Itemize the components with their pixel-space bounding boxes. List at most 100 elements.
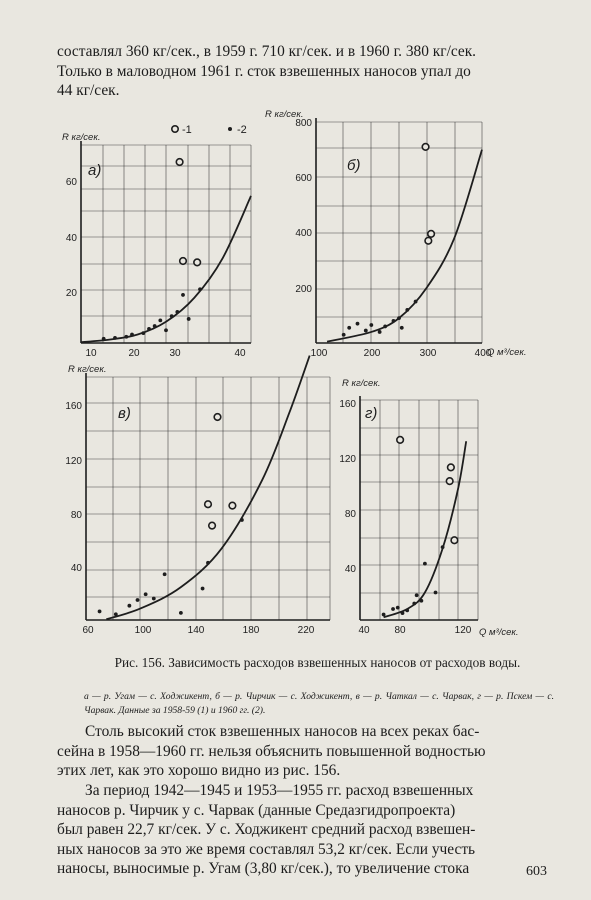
data-point-filled	[175, 309, 180, 314]
chart-panel: 60 100 140 180 220 40 80 120 160 R кг/сек. в)	[65, 355, 331, 636]
figure-caption: Рис. 156. Зависимость расходов взвешенны…	[114, 655, 521, 670]
paragraph-1: Столь высокий сток взвешенных наносов на…	[57, 722, 554, 781]
y-axis-label: R кг/сек.	[342, 378, 380, 389]
data-point-filled	[162, 572, 167, 577]
x-tick-label: 40	[358, 625, 370, 636]
data-point-filled	[413, 299, 418, 304]
data-point-open	[207, 521, 217, 530]
panel-label: б)	[347, 157, 360, 174]
data-point-filled	[113, 612, 118, 617]
y-tick-label: 80	[71, 510, 83, 521]
y-tick-label: 160	[65, 401, 82, 412]
data-point-open	[203, 500, 213, 509]
fitted-curve	[383, 441, 468, 619]
data-point-filled	[369, 323, 374, 327]
y-tick-label: 120	[339, 454, 356, 465]
data-point-filled	[363, 328, 368, 333]
y-axis-label: R кг/сек.	[265, 109, 303, 120]
data-point-filled	[169, 314, 174, 319]
figure-legend-text: а — р. Угам — с. Ходжикент, б — р. Чирчи…	[84, 691, 554, 716]
panel-label: в)	[118, 405, 131, 422]
data-point-filled	[152, 324, 157, 328]
data-point-filled	[147, 326, 151, 331]
text-line: наносы, выносимые р. Угам (3,80 кг/сек.)…	[57, 860, 470, 878]
data-point-filled	[198, 287, 202, 292]
x-tick-label: 20	[128, 348, 140, 359]
x-axis-label: Q м³/сек.	[487, 347, 527, 358]
text-line: За период 1942—1945 и 1953—1955 гг. расх…	[85, 782, 474, 799]
fitted-curve	[80, 195, 252, 344]
x-tick-label: 30	[169, 348, 181, 359]
text-line: ных наносов за это же время составлял 53…	[57, 840, 476, 858]
data-point-open	[446, 463, 455, 472]
legend: -1 -2	[171, 124, 247, 136]
x-tick-label: 120	[455, 625, 472, 636]
data-point-filled	[414, 593, 419, 598]
x-tick-label: 140	[188, 625, 205, 636]
data-point-filled	[124, 334, 129, 339]
data-point-open	[193, 258, 202, 267]
top-paragraph: составлял 360 кг/сек., в 1959 г. 710 кг/…	[57, 42, 554, 101]
data-point-open	[228, 501, 237, 510]
text-line: Только в маловодном 1961 г. сток взвешен…	[57, 62, 471, 80]
y-tick-label: 40	[71, 563, 83, 574]
data-point-filled	[377, 330, 382, 334]
data-point-filled	[347, 325, 352, 330]
y-tick-label: 160	[339, 399, 356, 410]
data-point-filled	[164, 328, 168, 333]
x-tick-label: 10	[85, 348, 97, 359]
data-point-filled	[412, 601, 417, 606]
data-point-filled	[391, 607, 395, 611]
y-tick-label: 40	[66, 233, 78, 244]
data-point-filled	[397, 316, 401, 321]
y-tick-label: 60	[66, 177, 78, 188]
x-axis-label: Q м³/сек.	[479, 627, 519, 638]
x-tick-label: 40	[234, 348, 246, 359]
data-point-filled	[101, 336, 106, 341]
data-point-open	[421, 142, 430, 151]
data-point-filled	[423, 561, 427, 566]
data-point-filled	[141, 331, 146, 335]
data-point-filled	[383, 324, 388, 329]
data-point-filled	[113, 336, 117, 340]
fitted-curve	[326, 149, 483, 343]
data-point-filled	[127, 603, 132, 608]
chart-panel: 40 80 120 40 80 120 160 R кг/сек. Q м³/сек. г)	[339, 378, 518, 638]
data-point-filled	[135, 598, 140, 602]
data-point-filled	[399, 325, 404, 330]
y-tick-label: 400	[295, 228, 312, 239]
data-point-filled	[130, 332, 134, 337]
data-point-filled	[151, 596, 156, 601]
text-line: Столь высокий сток взвешенных наносов на…	[85, 723, 480, 740]
y-tick-label: 40	[345, 564, 357, 575]
data-point-filled	[186, 317, 191, 321]
y-axis-label: R кг/сек.	[62, 132, 100, 143]
y-tick-label: 120	[65, 456, 82, 467]
x-tick-label: 300	[420, 348, 437, 359]
text-line: 44 кг/сек.	[57, 82, 120, 100]
x-tick-label: 100	[135, 625, 152, 636]
data-point-filled	[440, 545, 445, 550]
data-point-filled	[181, 293, 185, 297]
legend-open-marker	[171, 125, 180, 134]
y-axis-label: R кг/сек.	[68, 364, 106, 375]
data-point-filled	[391, 319, 396, 323]
x-tick-label: 220	[298, 625, 315, 636]
y-tick-label: 20	[66, 288, 78, 299]
x-tick-label: 60	[82, 625, 94, 636]
panel-label: а)	[88, 162, 101, 179]
legend-filled-marker	[228, 127, 232, 131]
data-point-filled	[341, 332, 346, 337]
page-number: 603	[526, 864, 547, 879]
x-tick-label: 180	[243, 625, 260, 636]
data-point-filled	[143, 592, 148, 597]
y-tick-label: 80	[345, 509, 357, 520]
data-point-open	[426, 229, 436, 238]
data-point-open	[450, 536, 459, 545]
text-line: этих лет, как это хорошо видно из рис. 1…	[57, 762, 341, 780]
data-point-open	[396, 435, 405, 444]
data-point-filled	[178, 610, 183, 615]
data-point-filled	[200, 586, 205, 591]
x-tick-label: 80	[394, 625, 406, 636]
